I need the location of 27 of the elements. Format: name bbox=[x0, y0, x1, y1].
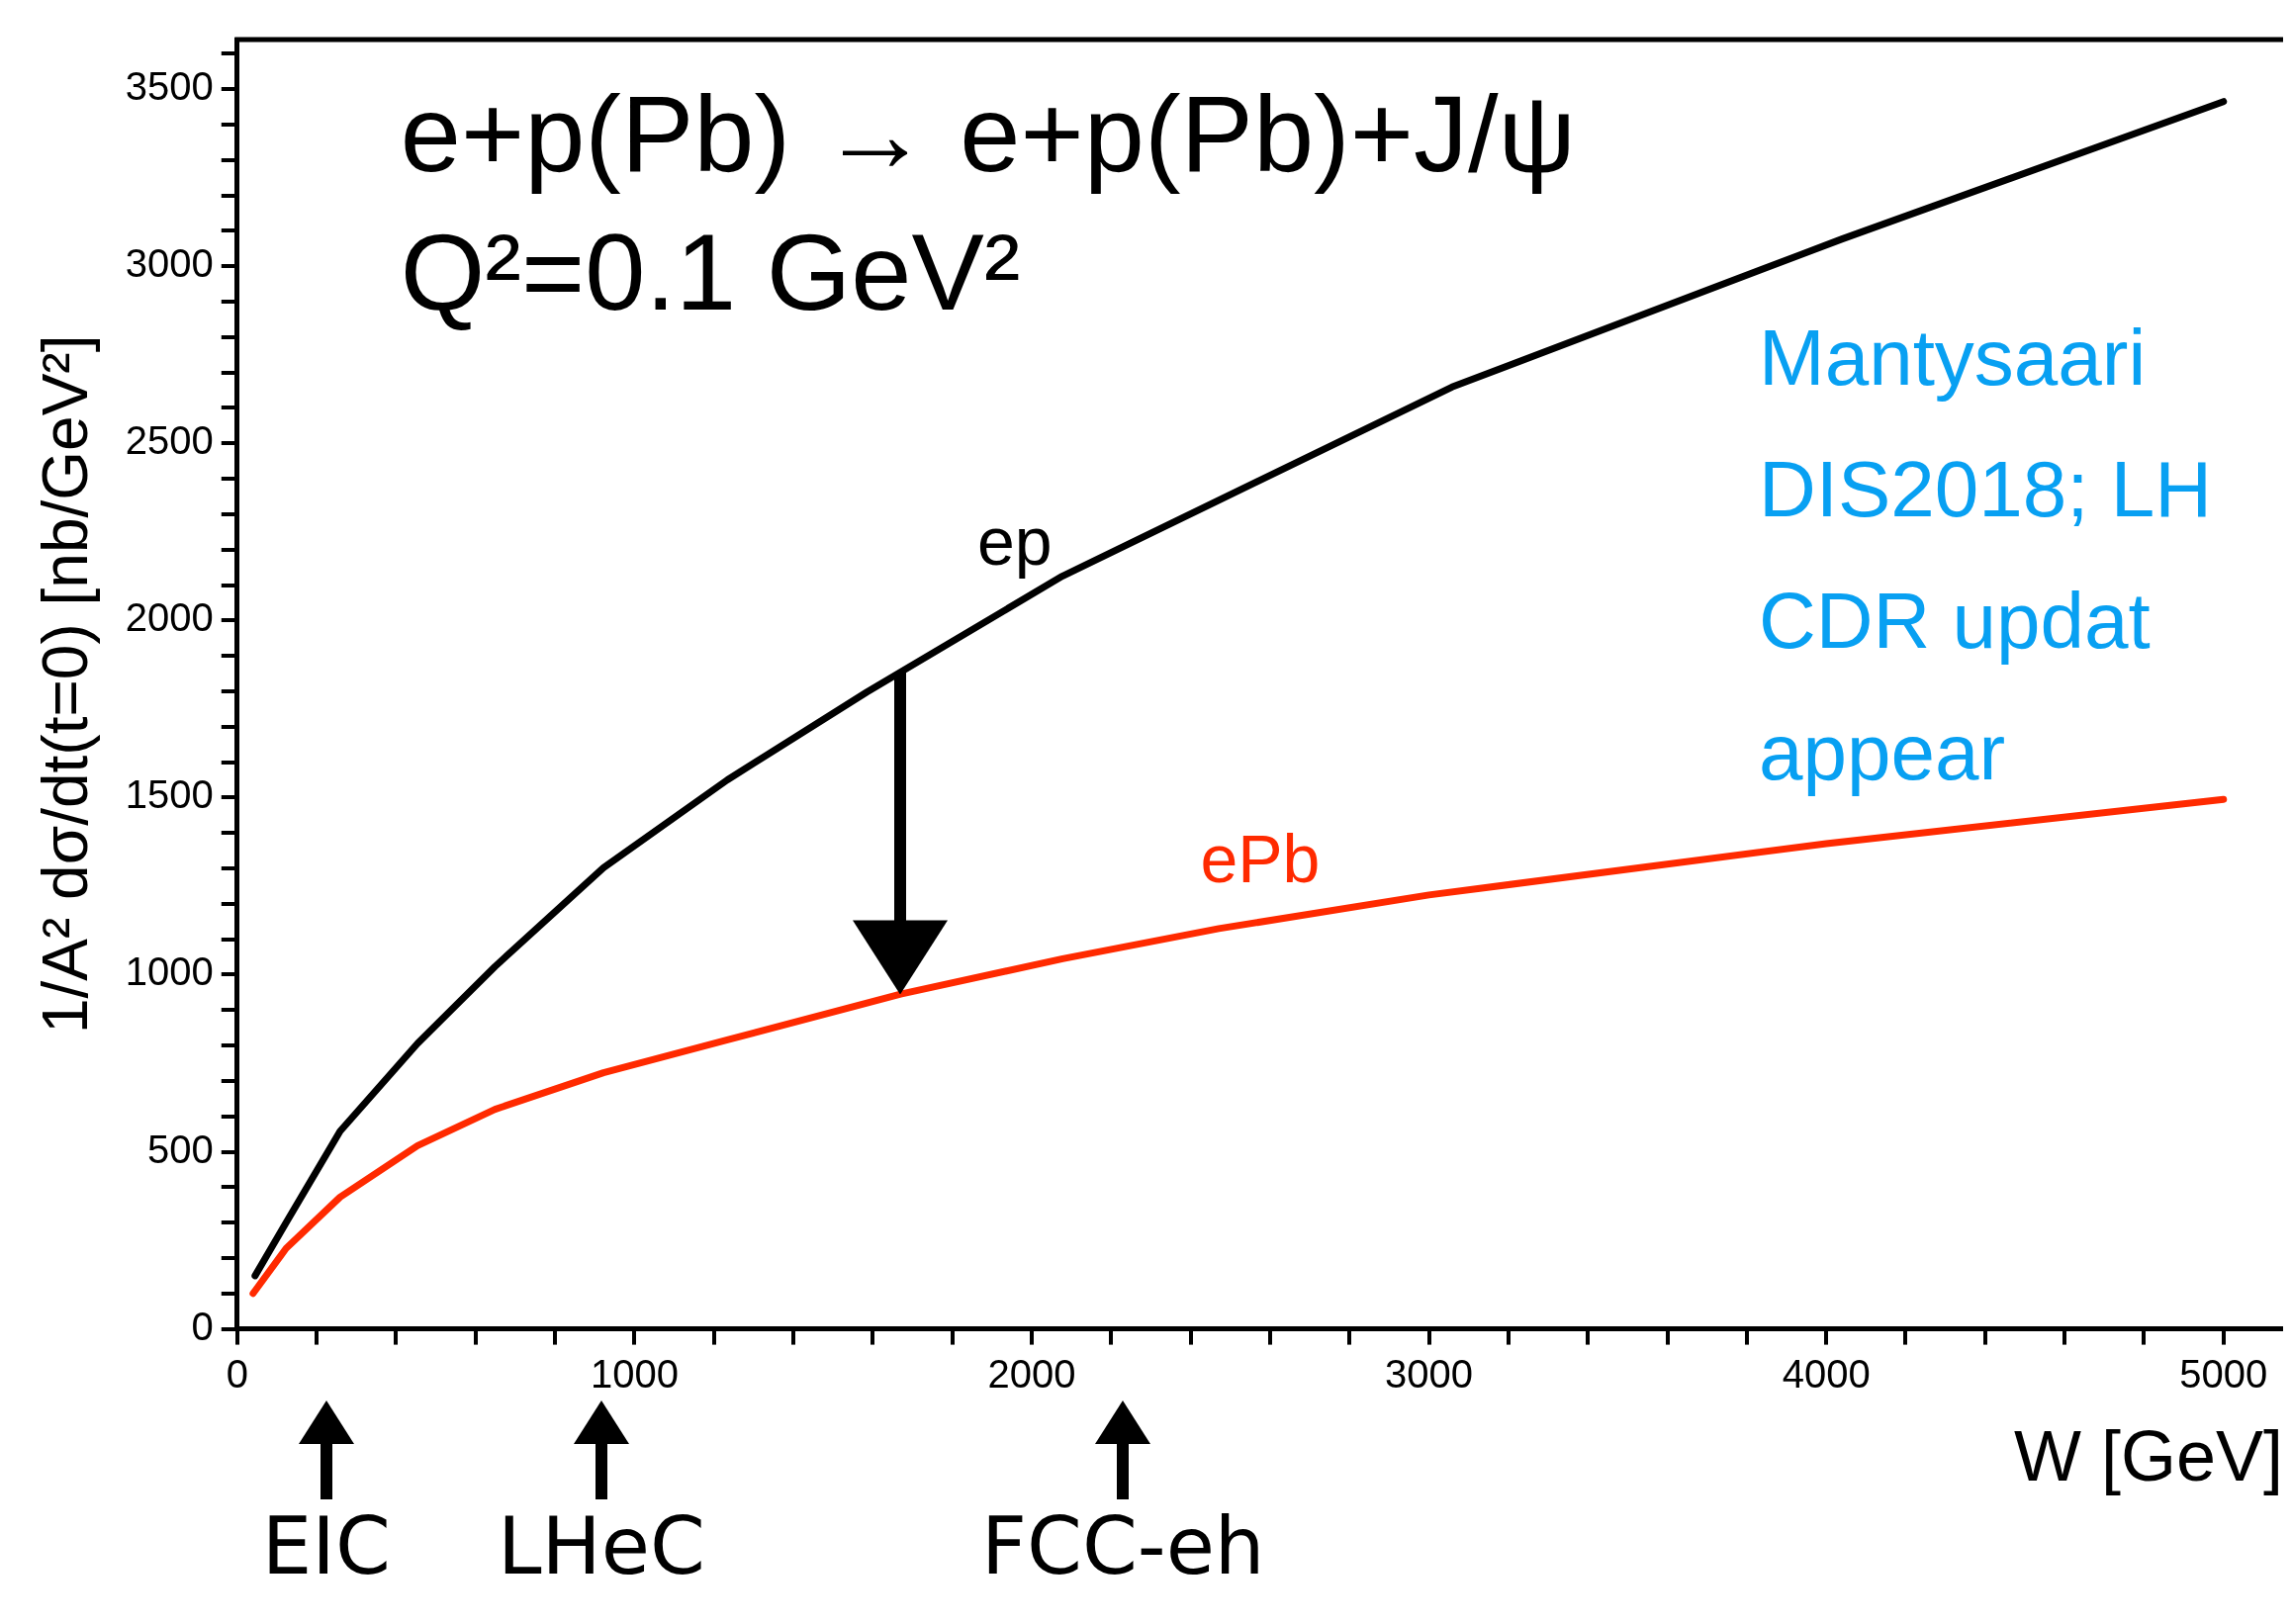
series-label: ep bbox=[976, 503, 1053, 580]
y-tick-label: 2000 bbox=[125, 595, 214, 640]
y-tick-label: 0 bbox=[191, 1304, 214, 1348]
annotation: appear bbox=[1759, 707, 2007, 798]
chart-title: e+p(Pb) → e+p(Pb)+J/ψ bbox=[400, 72, 1576, 194]
y-tick-label: 3500 bbox=[125, 64, 214, 109]
text: Q²=0.1 GeV² bbox=[400, 211, 1021, 332]
x-tick-label: 2000 bbox=[987, 1351, 1076, 1396]
x-tick-label: 0 bbox=[226, 1351, 248, 1396]
x-tick-label: 4000 bbox=[1782, 1351, 1871, 1396]
y-tick-label: 1000 bbox=[125, 949, 214, 994]
text: LHeC bbox=[497, 1499, 706, 1592]
x-tick-label: 1000 bbox=[590, 1351, 679, 1396]
x-tick-label: 3000 bbox=[1385, 1351, 1474, 1396]
y-tick-label: 500 bbox=[147, 1127, 214, 1171]
y-tick-label: 3000 bbox=[125, 241, 214, 286]
text: FCC-eh bbox=[980, 1499, 1266, 1592]
y-tick-label: 2500 bbox=[125, 418, 214, 463]
annotation: DIS2018; LH bbox=[1759, 444, 2213, 535]
text: EIC bbox=[261, 1499, 391, 1592]
annotation: CDR updat bbox=[1759, 576, 2152, 667]
y-tick-label: 1500 bbox=[125, 772, 214, 817]
x-axis-title: W [GeV] bbox=[2013, 1415, 2283, 1495]
annotation: Mantysaari bbox=[1759, 313, 2148, 404]
series-label: ePb bbox=[1200, 821, 1321, 897]
y-axis-title: 1/A² dσ/dt(t=0) [nb/GeV²] bbox=[30, 334, 102, 1035]
x-tick-label: 5000 bbox=[2179, 1351, 2268, 1396]
